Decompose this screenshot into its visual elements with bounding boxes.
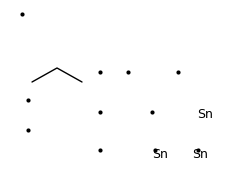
Text: Sn: Sn	[197, 108, 213, 120]
Text: Sn: Sn	[192, 147, 208, 161]
Text: Sn: Sn	[152, 147, 168, 161]
